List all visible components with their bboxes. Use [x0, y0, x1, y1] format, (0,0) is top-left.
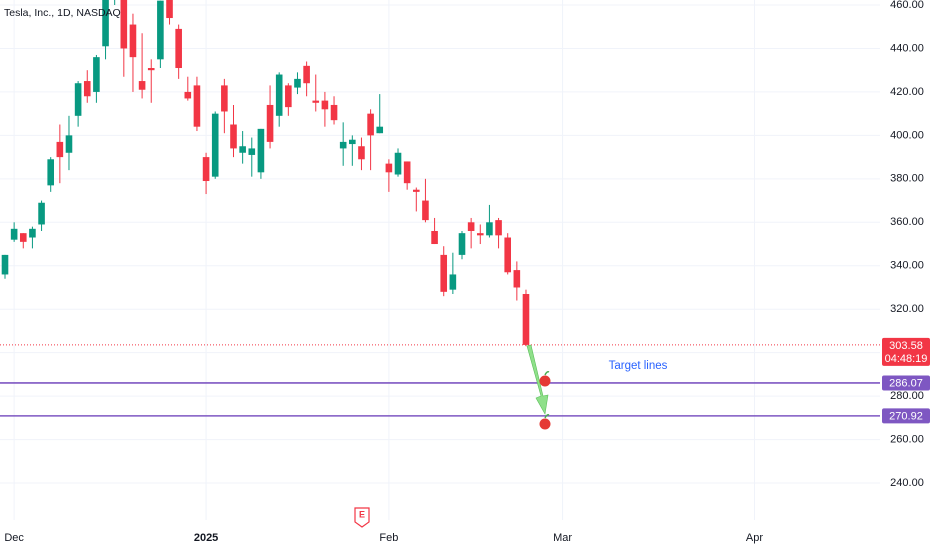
candle-body: [367, 113, 374, 136]
candle-body: [29, 228, 36, 238]
candle-body: [147, 68, 155, 71]
candle-body: [339, 141, 347, 149]
annotation: Target lines: [609, 360, 668, 372]
target-price-box: [882, 375, 930, 391]
candle-body: [211, 113, 219, 177]
candle-body: [138, 81, 146, 90]
candle-body: [522, 294, 530, 345]
candle-body: [422, 200, 429, 221]
candle-body: [239, 146, 246, 153]
earnings-marker[interactable]: E: [354, 507, 370, 528]
target-price-box: [882, 408, 930, 424]
candle-body: [312, 100, 320, 103]
candle-body: [120, 0, 128, 49]
y-tick-label: 380.00: [890, 173, 924, 185]
candle-body: [19, 233, 27, 242]
candle-body: [275, 74, 283, 116]
y-tick-label: 260.00: [890, 434, 924, 446]
y-tick-label: 440.00: [890, 42, 924, 54]
x-tick-label: 2025: [194, 532, 218, 544]
candle-body: [193, 85, 201, 127]
x-tick-label: Feb: [379, 532, 398, 544]
candle-body: [495, 220, 502, 236]
candle-body: [458, 233, 466, 255]
y-tick-label: 400.00: [890, 129, 924, 141]
overlay: E: [354, 344, 551, 528]
candle-body: [358, 146, 365, 160]
candle-body: [349, 139, 356, 145]
candle-body: [202, 157, 210, 182]
countdown-label: 04:48:19: [885, 353, 928, 365]
candle-body: [266, 104, 274, 142]
x-tick-label: Dec: [4, 532, 24, 544]
candle-body: [385, 163, 393, 173]
last-price-box: [882, 337, 930, 366]
candle-body: [476, 233, 484, 236]
candle-body: [175, 28, 182, 69]
candle-body: [321, 100, 329, 110]
candle-body: [486, 222, 493, 236]
target-price-label: 270.92: [889, 410, 923, 422]
candle-body: [184, 91, 192, 99]
plot-area: [1, 0, 530, 347]
last-price-label: 303.58: [889, 340, 923, 352]
target-price-label: 286.07: [889, 377, 923, 389]
candle-body: [413, 189, 420, 192]
candle-body: [230, 124, 237, 149]
y-tick-label: 340.00: [890, 260, 924, 272]
candle-body: [449, 274, 457, 290]
candle-body: [504, 237, 511, 273]
candle-body: [248, 148, 256, 155]
candle-body: [257, 128, 265, 173]
y-tick-label: 240.00: [890, 477, 924, 489]
y-tick-label: 320.00: [890, 303, 924, 315]
apple-icon: [539, 371, 551, 387]
candle-body: [467, 222, 475, 231]
candle-body: [157, 0, 164, 60]
y-tick-label: 360.00: [890, 216, 924, 228]
chart-title: Tesla, Inc., 1D, NASDAQ: [4, 7, 121, 19]
candle-body: [1, 254, 9, 275]
svg-text:E: E: [359, 509, 365, 519]
candle-body: [394, 152, 402, 175]
x-tick-label: Mar: [553, 532, 572, 544]
grid: [0, 0, 880, 520]
y-tick-label: 460.00: [890, 0, 924, 11]
candle-body: [65, 135, 73, 153]
candle-body: [47, 159, 54, 186]
candle-body: [102, 0, 109, 47]
y-tick-label: 420.00: [890, 86, 924, 98]
candle-body: [303, 65, 310, 84]
candle-body: [376, 126, 384, 134]
candle-body: [166, 0, 173, 19]
candle-body: [38, 202, 45, 225]
candle-body: [93, 57, 100, 92]
candle-body: [294, 78, 301, 88]
candle-body: [74, 83, 82, 116]
candle-body: [285, 85, 292, 108]
candle-body: [330, 104, 338, 121]
candle-body: [431, 230, 438, 245]
candle-body: [83, 81, 91, 97]
candle-body: [513, 270, 521, 288]
candle-body: [129, 24, 137, 58]
candle-body: [56, 141, 64, 158]
candle-body: [440, 254, 448, 292]
candle-body: [221, 85, 228, 112]
candle-body: [10, 228, 18, 240]
y-tick-label: 280.00: [890, 390, 924, 402]
target-arrow: [526, 344, 549, 415]
candle-body: [403, 161, 411, 184]
x-tick-label: Apr: [746, 532, 763, 544]
apple-icon: [539, 414, 551, 430]
